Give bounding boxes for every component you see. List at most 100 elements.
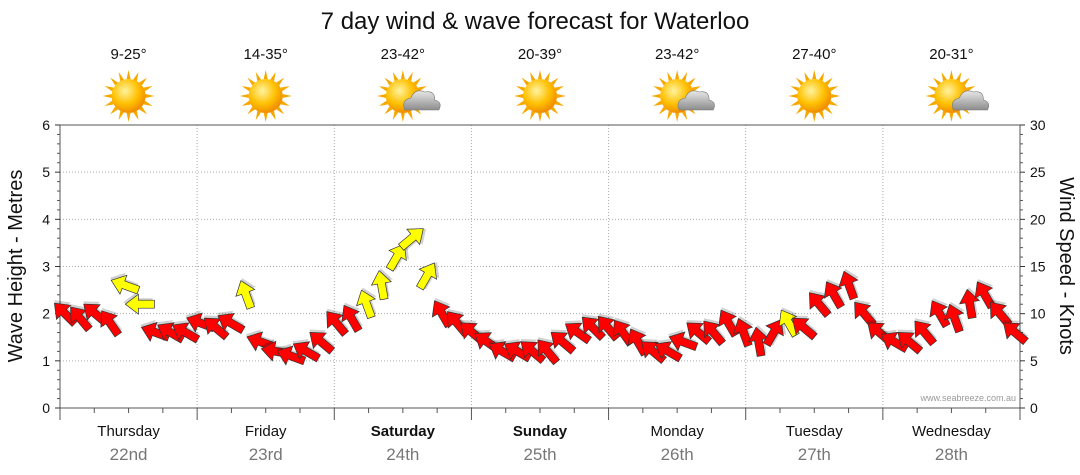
sun-ray bbox=[530, 71, 536, 82]
sun-ray bbox=[956, 71, 962, 82]
wind-arrow bbox=[326, 308, 349, 337]
wind-arrow bbox=[944, 301, 965, 334]
sun-ray bbox=[400, 70, 405, 80]
sun-icon bbox=[788, 70, 841, 122]
wind-arrow bbox=[718, 307, 740, 338]
y-left-label: Wave Height - Metres bbox=[5, 170, 27, 363]
wind-arrow-body bbox=[989, 301, 1013, 328]
sun-ray bbox=[104, 100, 114, 106]
day-temp: 20-39° bbox=[518, 46, 562, 63]
wind-arrow-body bbox=[70, 306, 93, 333]
wind-arrow bbox=[70, 304, 93, 333]
wind-arrow bbox=[398, 228, 427, 251]
wind-arrows bbox=[53, 228, 1029, 366]
day-date: 27th bbox=[798, 445, 831, 464]
sun-ray bbox=[554, 86, 565, 92]
wind-arrow-body bbox=[172, 322, 201, 344]
sun-ray bbox=[102, 93, 112, 99]
sun-ray bbox=[139, 106, 147, 115]
wind-arrow bbox=[897, 329, 924, 355]
sun-ray bbox=[933, 106, 941, 115]
left-tick-label: 1 bbox=[42, 353, 50, 369]
sun-ray bbox=[824, 77, 833, 86]
wind-arrow-body bbox=[520, 341, 547, 364]
sun-ray bbox=[413, 77, 422, 86]
wind-arrow bbox=[732, 315, 754, 348]
wind-arrow bbox=[654, 339, 683, 363]
wind-arrow bbox=[838, 268, 860, 301]
wind-arrow bbox=[854, 299, 877, 328]
chart-title: 7 day wind & wave forecast for Waterloo bbox=[321, 8, 750, 35]
sun-icon bbox=[239, 70, 292, 122]
wind-arrow-body bbox=[235, 280, 256, 310]
sun-ray bbox=[966, 86, 976, 92]
sun-ray bbox=[276, 106, 285, 115]
sun-disc bbox=[797, 79, 832, 113]
sun-ray bbox=[658, 77, 667, 86]
sun-ray bbox=[829, 86, 839, 92]
day-date: 28th bbox=[935, 445, 968, 464]
sun-ray bbox=[530, 110, 536, 121]
right-axis-ticks: 0 5 10 15 20 25 30 bbox=[1020, 117, 1046, 416]
day-name: Saturday bbox=[371, 423, 436, 440]
sun-ray bbox=[384, 77, 393, 86]
wind-arrow bbox=[564, 320, 592, 345]
sun-ray bbox=[829, 100, 839, 106]
sun-ray bbox=[263, 112, 268, 122]
sun-ray bbox=[550, 106, 559, 115]
day-name: Sunday bbox=[513, 423, 568, 440]
day-temp: 27-40° bbox=[792, 46, 836, 63]
sun-ray bbox=[514, 93, 524, 99]
sun-ray bbox=[956, 110, 962, 121]
wind-arrow bbox=[370, 268, 393, 301]
sun-ray bbox=[667, 110, 673, 121]
sun-ray bbox=[118, 110, 124, 121]
wind-arrow-body bbox=[309, 331, 336, 355]
wind-arrow-body bbox=[124, 293, 155, 315]
wind-arrow bbox=[203, 315, 230, 341]
sun-ray bbox=[270, 110, 276, 121]
wind-arrow-body bbox=[385, 243, 407, 272]
sun-ray bbox=[550, 77, 559, 86]
sun-ray bbox=[949, 70, 954, 80]
sun-ray bbox=[824, 106, 833, 115]
right-tick-label: 10 bbox=[1030, 306, 1046, 322]
sun-ray bbox=[417, 86, 427, 92]
sun-ray bbox=[675, 70, 680, 80]
sun-ray bbox=[270, 71, 276, 82]
sun-ray bbox=[280, 100, 290, 106]
day-temp: 20-31° bbox=[929, 46, 973, 63]
sun-ray bbox=[239, 93, 249, 99]
wind-arrow-body bbox=[838, 270, 859, 301]
wind-arrow-body bbox=[292, 341, 321, 363]
cloud-shape bbox=[403, 90, 441, 111]
wind-arrow bbox=[415, 262, 440, 291]
day-date: 26th bbox=[661, 445, 694, 464]
wind-arrow-body bbox=[641, 341, 667, 364]
sun-ray bbox=[818, 71, 825, 82]
sun-ray bbox=[790, 100, 800, 106]
sun-disc bbox=[248, 79, 283, 113]
wind-arrow bbox=[171, 320, 201, 344]
wind-arrow-body bbox=[823, 281, 845, 310]
wind-arrow bbox=[989, 299, 1013, 328]
wind-arrow-body bbox=[958, 288, 981, 320]
day-temp: 9-25° bbox=[111, 46, 147, 63]
wind-arrow bbox=[791, 315, 818, 341]
wind-arrow bbox=[1003, 320, 1029, 346]
wind-arrow-body bbox=[217, 312, 246, 335]
sun-ray bbox=[139, 77, 147, 86]
sun-ray bbox=[818, 110, 825, 121]
sun-ray bbox=[133, 110, 139, 121]
sun-ray bbox=[961, 77, 970, 86]
wind-arrow-body bbox=[537, 339, 561, 366]
left-axis-ticks: 0 1 2 3 4 5 6 bbox=[42, 117, 60, 416]
sun-ray bbox=[687, 77, 696, 86]
sun-ray bbox=[681, 110, 688, 121]
wind-arrow-body bbox=[929, 300, 951, 329]
wind-arrow bbox=[309, 329, 336, 355]
wind-arrow-body bbox=[703, 320, 726, 347]
sun-ray bbox=[118, 71, 124, 82]
left-tick-label: 2 bbox=[42, 306, 50, 322]
